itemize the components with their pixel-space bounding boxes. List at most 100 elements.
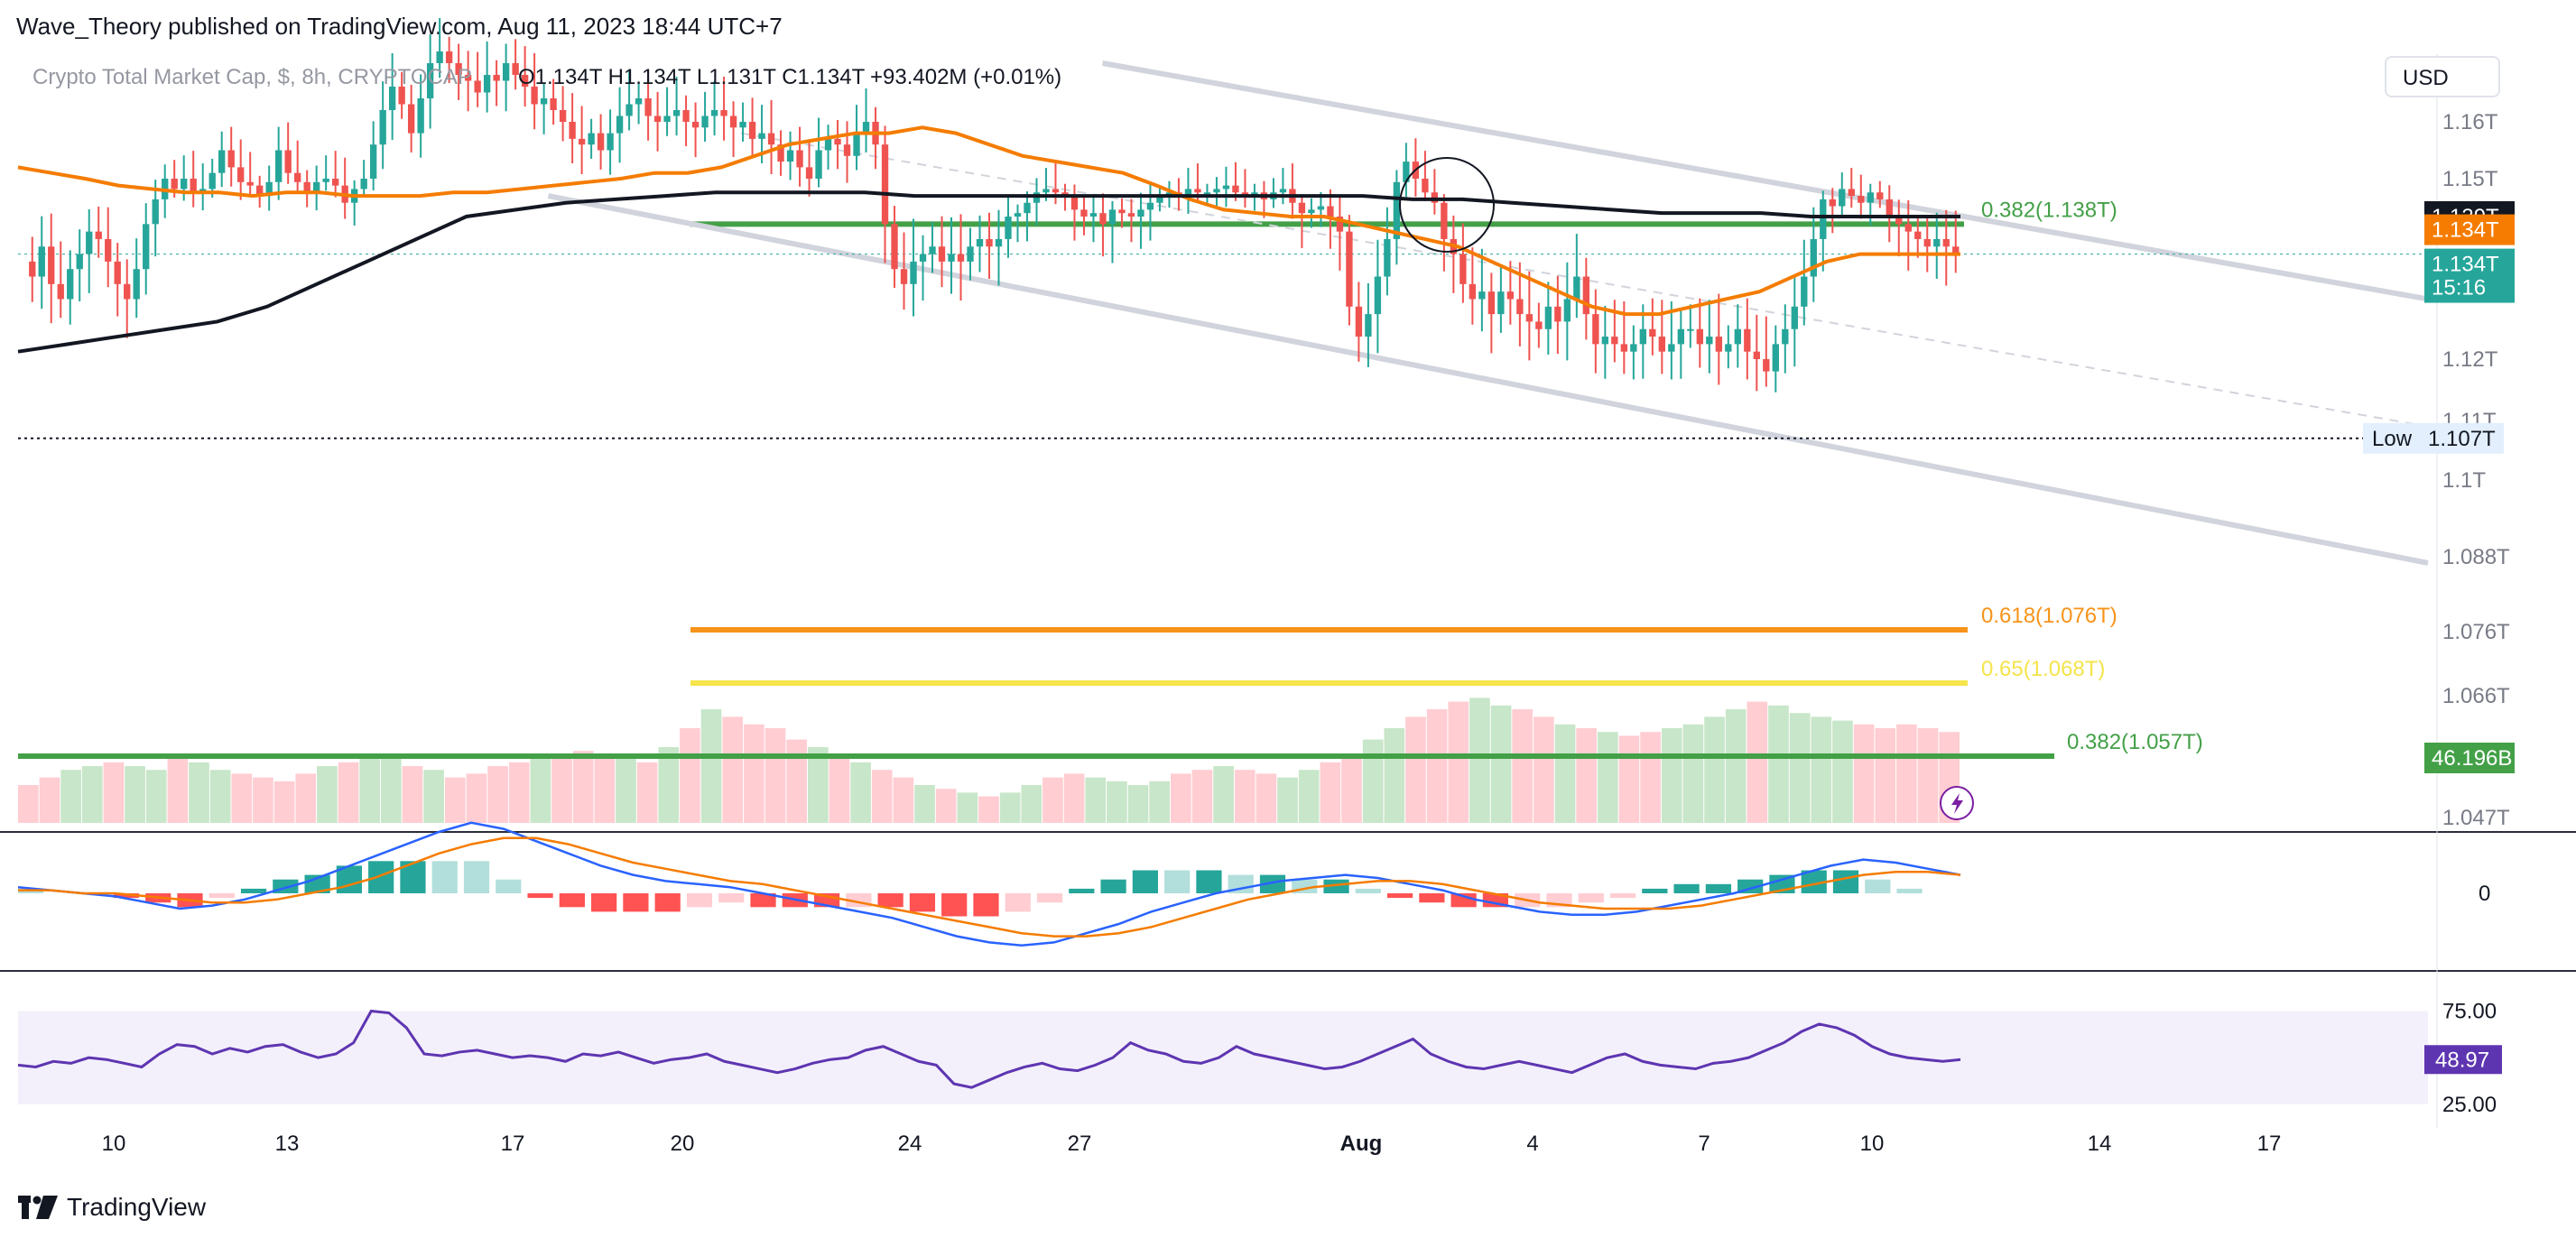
volume-bar (978, 796, 999, 823)
price-label-low: 1.107T (2428, 427, 2496, 451)
volume-bar (786, 739, 807, 823)
macd-histogram-bar (1896, 888, 1923, 893)
candle-body (1677, 328, 1684, 345)
macd-histogram-bar (591, 893, 617, 912)
candle-body (834, 138, 841, 145)
candle-body (701, 115, 709, 128)
volume-bar (39, 777, 60, 823)
candle-body (559, 110, 567, 122)
candle-body (1763, 359, 1770, 372)
candle-body (1487, 291, 1496, 315)
candle-body (1459, 254, 1467, 284)
volume-bar (572, 751, 594, 823)
volume-bar (1127, 785, 1149, 823)
volume-bar (125, 766, 145, 823)
candle-body (1895, 217, 1903, 225)
candle-body (1308, 209, 1315, 214)
volume-bar (1640, 732, 1661, 823)
fib-label: 0.618(1.076T) (1981, 604, 2117, 628)
volume-bar (81, 766, 103, 823)
volume-bar (1341, 754, 1362, 823)
volume-bar (636, 762, 658, 823)
volume-bar (1618, 735, 1640, 823)
candle-body (190, 179, 197, 193)
macd-histogram-bar (1578, 893, 1604, 903)
volume-bar (1597, 732, 1618, 823)
ema50-line (17, 125, 1960, 317)
candle-body (1876, 192, 1884, 199)
candle-body (1753, 351, 1760, 359)
fib-label: 0.382(1.057T) (2067, 730, 2203, 754)
candle-body (607, 133, 614, 151)
price-label-ema50: 1.134T (2432, 218, 2499, 243)
volume-bar (1042, 777, 1063, 823)
candle-body (1108, 209, 1117, 225)
volume-bar (167, 758, 189, 823)
volume-bar (1277, 777, 1298, 823)
candle-body (1725, 344, 1732, 352)
candle-body (133, 269, 140, 300)
volume-bar (1704, 716, 1725, 823)
volume-bar (1384, 728, 1405, 823)
macd-histogram-bar (1259, 874, 1286, 893)
macd-line (17, 821, 1961, 947)
candle-body (550, 98, 557, 110)
candle-body (1184, 189, 1192, 197)
candle-body (691, 122, 700, 128)
candle-body (275, 150, 283, 182)
candle-body (1601, 337, 1609, 345)
volume-bar (1832, 720, 1853, 823)
volume-bar (1811, 716, 1832, 823)
x-axis-tick: 13 (275, 1132, 300, 1156)
price-label-bg-volume (2424, 743, 2515, 773)
volume-bar (1256, 773, 1277, 823)
volume-bar (999, 792, 1021, 823)
fib-label: 0.382(1.138T) (1981, 198, 2117, 222)
volume-bar (145, 770, 167, 823)
candle-body (1279, 189, 1287, 193)
candle-body (540, 98, 548, 105)
x-axis-tick: 14 (2088, 1132, 2112, 1156)
candle-body (891, 224, 898, 270)
volume-bar (1896, 724, 1917, 823)
candle-body (1820, 199, 1827, 239)
volume-bar (1085, 777, 1107, 823)
candle-body (1791, 306, 1798, 329)
candle-body (1374, 276, 1382, 315)
macd-histogram-bar (496, 879, 522, 893)
candle-body (1089, 213, 1098, 217)
volume-bar (1512, 709, 1534, 823)
candle-body (748, 122, 756, 139)
price-label-prefix: Low (2372, 427, 2413, 451)
candle-body (1232, 185, 1239, 193)
candle-body (1563, 299, 1571, 322)
candle-body (265, 181, 273, 197)
candle-body (521, 75, 529, 87)
candle-body (1005, 217, 1012, 239)
candle-body (152, 199, 159, 225)
candle-body (181, 179, 188, 189)
macd-histogram-bar (1355, 888, 1381, 893)
volume-bar (1405, 716, 1426, 823)
candle-body (862, 122, 870, 134)
candle-body (360, 179, 367, 189)
candle-body (407, 104, 415, 134)
x-axis-tick: 17 (501, 1132, 525, 1156)
volume-bar (1554, 724, 1576, 823)
candle-body (1127, 213, 1135, 217)
candle-body (256, 185, 264, 197)
candle-body (588, 133, 595, 145)
candle-body (644, 98, 652, 116)
candle-body (1080, 209, 1088, 217)
candle-body (86, 231, 93, 254)
candle-body (824, 138, 832, 151)
price-label-countdown: 15:16 (2432, 276, 2486, 300)
candle-body (616, 115, 624, 134)
candle-body (1118, 209, 1126, 214)
candle-body (1222, 185, 1230, 189)
currency-button[interactable]: USD (2385, 56, 2500, 97)
x-axis-tick: 20 (671, 1132, 695, 1156)
candle-body (227, 150, 235, 168)
